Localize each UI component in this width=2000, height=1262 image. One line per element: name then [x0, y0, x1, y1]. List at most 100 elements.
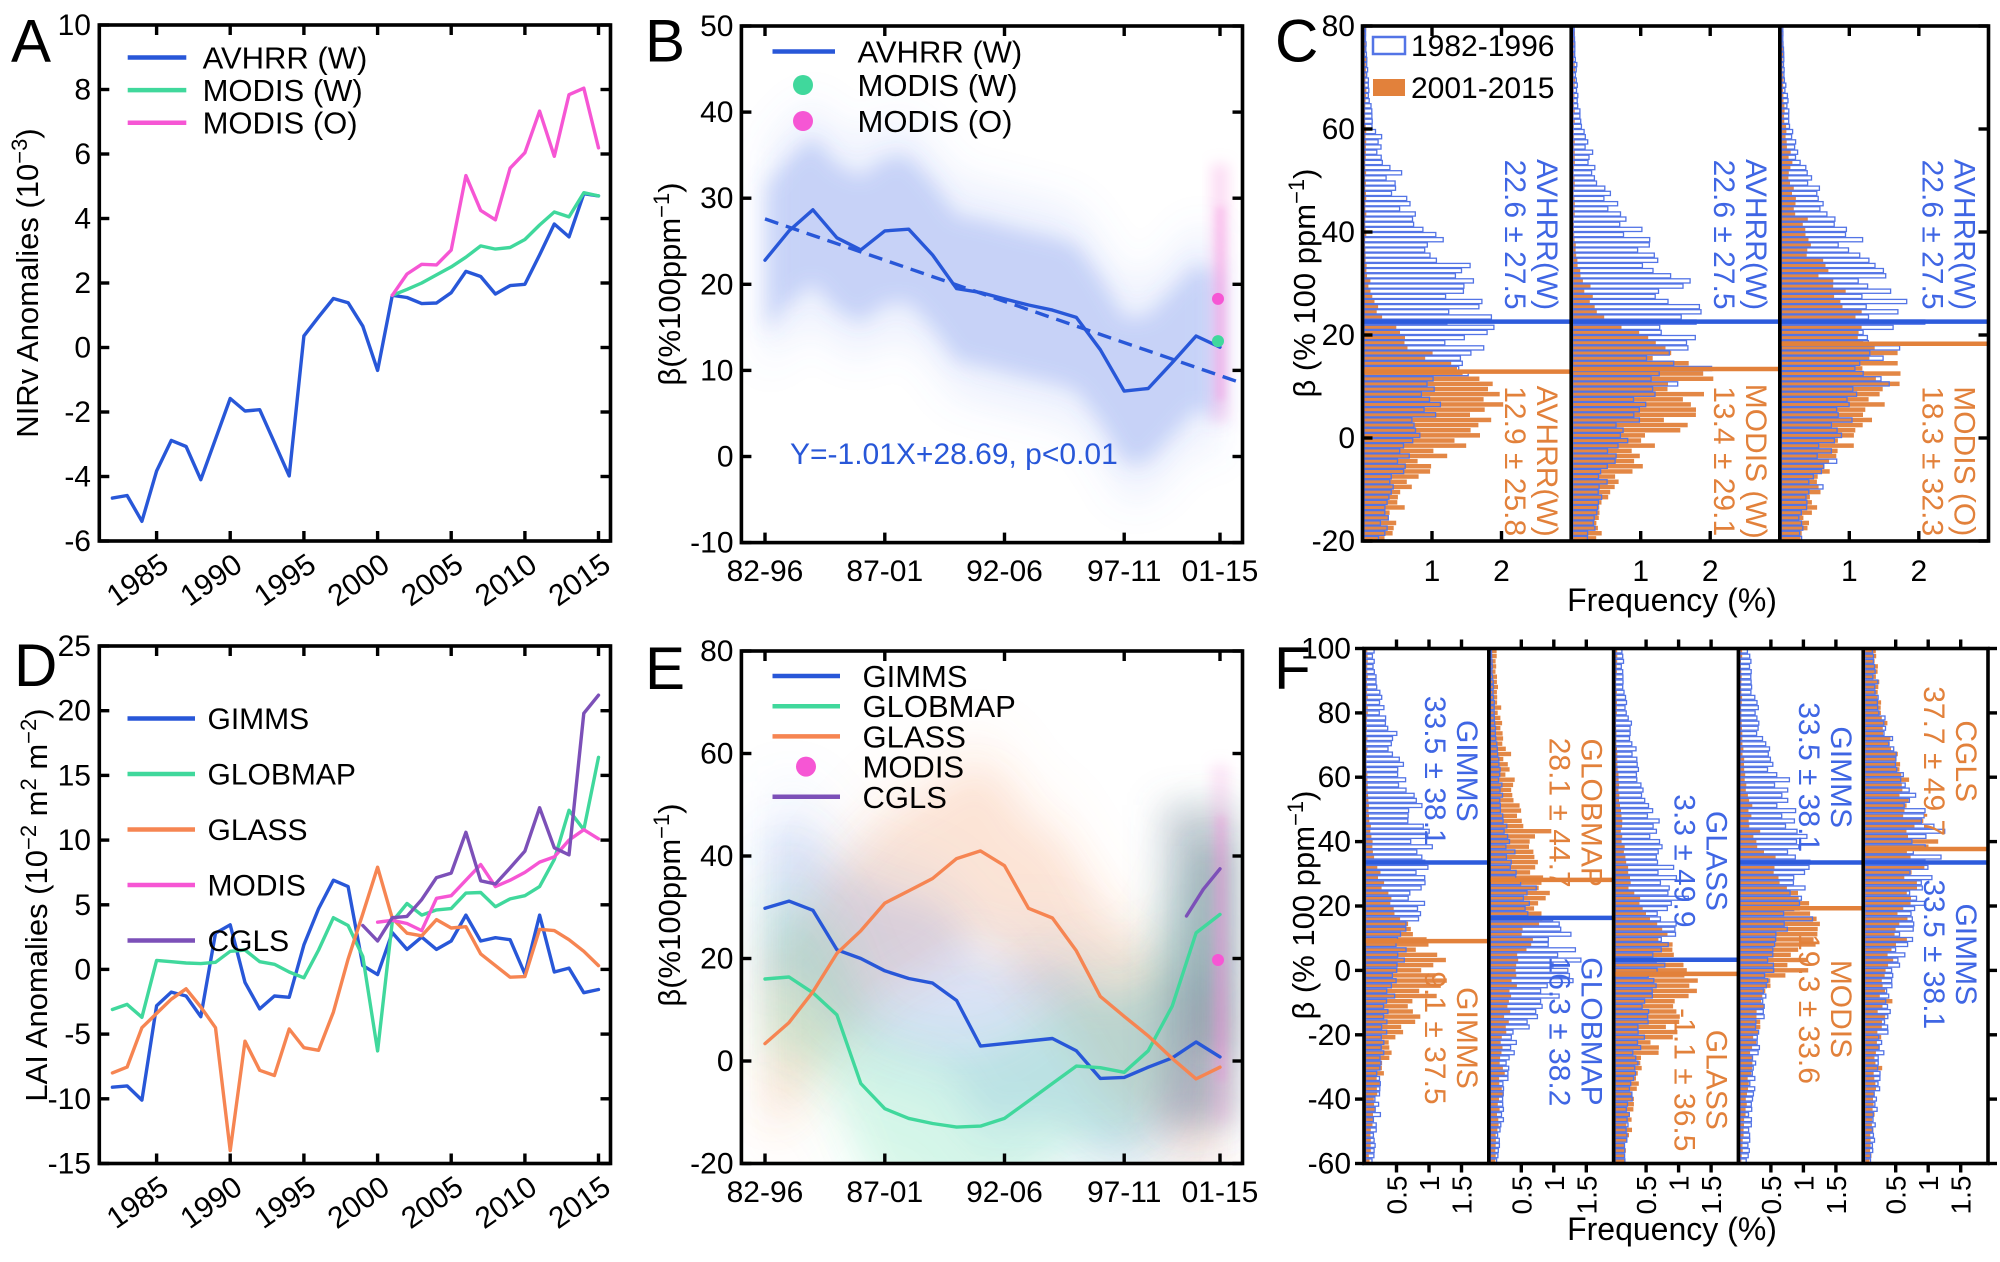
svg-text:8: 8 [74, 74, 91, 107]
svg-text:GLASS: GLASS [1699, 811, 1732, 911]
svg-text:Frequency (%): Frequency (%) [1567, 1211, 1777, 1247]
svg-text:13.4 ± 29.1: 13.4 ± 29.1 [1707, 386, 1740, 536]
svg-text:1.5: 1.5 [1946, 1176, 1977, 1215]
svg-text:0: 0 [1334, 954, 1351, 987]
svg-text:60: 60 [700, 738, 733, 771]
svg-text:GIMMS: GIMMS [863, 659, 968, 694]
svg-text:1.5: 1.5 [1696, 1176, 1727, 1215]
svg-text:MODIS (O): MODIS (O) [858, 104, 1013, 139]
svg-text:0: 0 [74, 953, 91, 986]
svg-text:D: D [14, 632, 57, 699]
svg-text:0: 0 [717, 441, 734, 474]
svg-text:MODIS (O): MODIS (O) [203, 106, 358, 141]
svg-text:GIMMS: GIMMS [1450, 720, 1483, 822]
svg-text:CGLS: CGLS [863, 780, 947, 815]
svg-text:AVHRR(W): AVHRR(W) [1530, 386, 1563, 537]
svg-text:4: 4 [74, 203, 91, 236]
svg-text:19.3 ± 33.6: 19.3 ± 33.6 [1792, 934, 1825, 1084]
svg-text:MODIS (O): MODIS (O) [1948, 386, 1981, 536]
svg-text:60: 60 [1318, 761, 1351, 794]
svg-text:1: 1 [1414, 1176, 1445, 1192]
svg-text:MODIS (W): MODIS (W) [203, 73, 363, 108]
svg-text:MODIS (W): MODIS (W) [1739, 384, 1772, 539]
svg-text:92-06: 92-06 [966, 1176, 1043, 1209]
svg-text:2: 2 [1493, 555, 1510, 588]
svg-text:37.7 ± 49.7: 37.7 ± 49.7 [1917, 686, 1950, 836]
svg-text:-2: -2 [64, 396, 91, 429]
svg-text:GLASS: GLASS [1699, 1030, 1732, 1130]
svg-text:Y=-1.01X+28.69, p<0.01: Y=-1.01X+28.69, p<0.01 [790, 438, 1118, 471]
svg-text:9.1 ± 37.5: 9.1 ± 37.5 [1418, 971, 1451, 1104]
svg-text:40: 40 [700, 840, 733, 873]
svg-text:GLOBMAP: GLOBMAP [863, 689, 1016, 724]
svg-text:1: 1 [1539, 1176, 1570, 1192]
svg-text:1: 1 [1664, 1176, 1695, 1192]
svg-text:AVHRR(W): AVHRR(W) [1739, 159, 1772, 310]
svg-text:B: B [645, 8, 685, 75]
svg-text:-20: -20 [690, 1148, 733, 1181]
svg-text:1: 1 [1424, 555, 1441, 588]
svg-text:0.5: 0.5 [1631, 1176, 1662, 1215]
svg-text:GLOBMAP: GLOBMAP [208, 759, 356, 792]
svg-text:50: 50 [700, 10, 733, 43]
svg-text:0.5: 0.5 [1881, 1176, 1912, 1215]
svg-text:GIMMS: GIMMS [1450, 987, 1483, 1089]
svg-text:2: 2 [1910, 555, 1927, 588]
svg-text:β (% 100 ppm−1): β (% 100 ppm−1) [1283, 790, 1321, 1019]
svg-text:33.5 ± 38.1: 33.5 ± 38.1 [1792, 702, 1825, 852]
svg-text:AVHRR (W): AVHRR (W) [203, 41, 368, 76]
svg-text:6: 6 [74, 138, 91, 171]
svg-text:GLASS: GLASS [208, 814, 308, 847]
svg-text:100: 100 [1301, 633, 1351, 666]
svg-text:16.3 ± 38.2: 16.3 ± 38.2 [1543, 957, 1576, 1107]
svg-text:20: 20 [700, 943, 733, 976]
svg-text:0: 0 [74, 332, 91, 365]
svg-text:5: 5 [74, 889, 91, 922]
svg-text:97-11: 97-11 [1087, 555, 1162, 588]
svg-text:-1.1 ± 36.5: -1.1 ± 36.5 [1667, 1008, 1700, 1151]
svg-text:GIMMS: GIMMS [208, 703, 310, 736]
svg-text:A: A [11, 8, 51, 75]
svg-text:10: 10 [58, 9, 91, 42]
svg-text:30: 30 [700, 182, 733, 215]
svg-text:28.1 ± 44.7: 28.1 ± 44.7 [1543, 738, 1576, 888]
svg-text:0.5: 0.5 [1506, 1176, 1537, 1215]
svg-text:22.6 ± 27.5: 22.6 ± 27.5 [1498, 160, 1531, 310]
svg-text:-10: -10 [48, 1083, 91, 1116]
svg-text:97-11: 97-11 [1087, 1176, 1162, 1209]
svg-text:GIMMS: GIMMS [1824, 726, 1857, 828]
svg-text:AVHRR (W): AVHRR (W) [858, 35, 1023, 70]
svg-text:2001-2015: 2001-2015 [1411, 72, 1554, 105]
svg-text:1: 1 [1788, 1176, 1819, 1192]
svg-text:-60: -60 [1308, 1148, 1351, 1181]
svg-text:1.5: 1.5 [1821, 1176, 1852, 1215]
svg-text:0: 0 [717, 1045, 734, 1078]
svg-text:92-06: 92-06 [966, 555, 1043, 588]
svg-text:80: 80 [1322, 10, 1355, 43]
svg-text:82-96: 82-96 [727, 555, 804, 588]
svg-text:GIMMS: GIMMS [1949, 903, 1982, 1005]
svg-text:GLOBMAP: GLOBMAP [1575, 957, 1608, 1105]
svg-text:-20: -20 [1308, 1019, 1351, 1052]
svg-text:-5: -5 [64, 1018, 91, 1051]
svg-text:MODIS (W): MODIS (W) [858, 68, 1018, 103]
svg-text:F: F [1274, 635, 1311, 702]
svg-text:82-96: 82-96 [727, 1176, 804, 1209]
svg-text:2: 2 [74, 267, 91, 300]
svg-text:0: 0 [1338, 422, 1355, 455]
svg-text:80: 80 [700, 635, 733, 668]
svg-text:NIRv Anomalies (10−3): NIRv Anomalies (10−3) [7, 128, 45, 437]
svg-text:18.3 ± 32.3: 18.3 ± 32.3 [1916, 386, 1949, 536]
svg-text:22.6 ± 27.5: 22.6 ± 27.5 [1707, 160, 1740, 310]
svg-text:-20: -20 [1312, 525, 1355, 558]
svg-text:1982-1996: 1982-1996 [1411, 30, 1554, 63]
svg-text:-15: -15 [48, 1148, 91, 1181]
svg-text:LAI Anomalies (10−2 m2 m−2): LAI Anomalies (10−2 m2 m−2) [16, 708, 54, 1101]
svg-text:80: 80 [1318, 697, 1351, 730]
svg-text:0.5: 0.5 [1382, 1176, 1413, 1215]
svg-text:AVHRR(W): AVHRR(W) [1530, 159, 1563, 310]
svg-text:25: 25 [58, 630, 91, 663]
svg-text:GLOBMAP: GLOBMAP [1575, 739, 1608, 887]
svg-text:E: E [645, 635, 685, 702]
svg-text:CGLS: CGLS [208, 925, 290, 958]
